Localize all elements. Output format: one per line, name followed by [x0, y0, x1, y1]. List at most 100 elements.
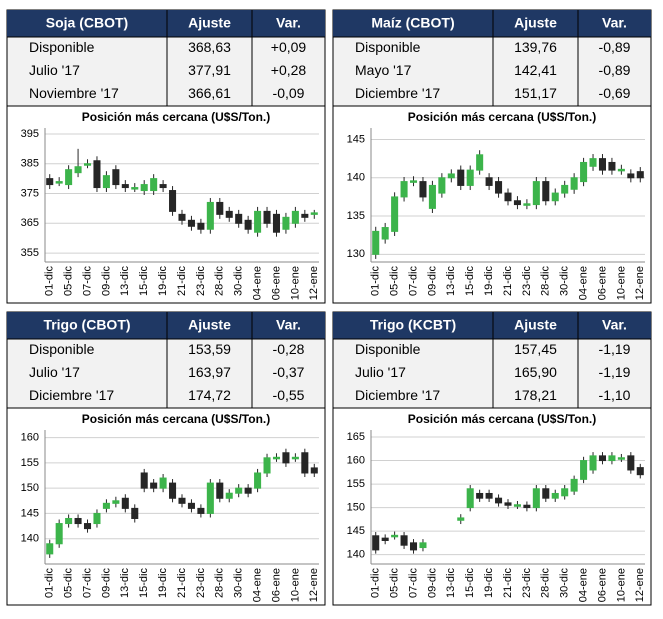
panel: Maíz (CBOT) Ajuste Var. Disponible 139,76 -0,…: [332, 9, 652, 304]
candle-body: [197, 222, 205, 230]
candle-body: [225, 210, 233, 218]
table-cell: -0,28: [273, 341, 305, 357]
header-cell: Var.: [276, 15, 301, 31]
table-cell: -1,19: [599, 364, 631, 380]
x-tick-label: 12-ene: [308, 266, 320, 300]
table-cell: -0,69: [599, 85, 631, 101]
x-tick-label: 21-dic: [176, 266, 188, 296]
candle-body: [112, 500, 120, 504]
x-tick-label: 15-dic: [464, 568, 476, 598]
x-tick-label: 23-dic: [521, 266, 533, 296]
x-tick-label: 01-dic: [370, 568, 382, 598]
x-tick-label: 10-ene: [289, 568, 301, 602]
candle-body: [55, 523, 63, 545]
candle-body: [447, 173, 455, 179]
x-tick-label: 28-dic: [540, 568, 552, 598]
candle-body: [291, 210, 299, 224]
candle-body: [495, 497, 503, 504]
y-tick-label: 150: [21, 482, 39, 494]
table-cell: -0,89: [599, 62, 631, 78]
table-cell: Disponible: [355, 39, 421, 55]
candle-body: [65, 517, 73, 525]
candle-body: [495, 181, 503, 194]
x-tick-label: 04-ene: [251, 266, 263, 300]
table-cell: Julio '17: [29, 364, 80, 380]
table-header: [333, 312, 651, 339]
table-cell: 153,59: [188, 341, 231, 357]
x-tick-label: 21-dic: [502, 266, 514, 296]
x-tick-label: 05-dic: [389, 568, 401, 598]
candle-body: [419, 181, 427, 198]
candle-body: [216, 201, 224, 215]
header-cell: Ajuste: [188, 317, 231, 333]
header-cell: Var.: [602, 15, 627, 31]
candle-body: [310, 212, 318, 215]
candle-body: [225, 492, 233, 499]
x-tick-label: 30-dic: [559, 266, 571, 296]
candle-body: [617, 457, 625, 460]
x-tick-label: 05-dic: [63, 568, 75, 598]
candle-body: [608, 161, 616, 171]
candle-body: [169, 482, 177, 499]
header-cell: Var.: [276, 317, 301, 333]
candle-body: [428, 184, 436, 209]
candle-body: [206, 482, 214, 514]
candle-body: [112, 169, 120, 186]
y-tick-label: 145: [347, 525, 365, 537]
candle-body: [46, 543, 54, 555]
table-cell: -0,55: [273, 387, 305, 403]
y-tick-label: 155: [21, 457, 39, 469]
x-tick-label: 13-dic: [445, 568, 457, 598]
candle-body: [551, 492, 559, 499]
chart-title: Posición más cercana (U$S/Ton.): [408, 412, 597, 426]
candle-body: [598, 455, 607, 462]
candle-body: [438, 177, 446, 194]
candle-body: [485, 177, 493, 186]
header-cell: Trigo (KCBT): [370, 317, 456, 333]
table-header: [333, 10, 651, 37]
y-tick-label: 140: [21, 533, 39, 545]
table-header: [7, 10, 325, 37]
x-tick-label: 23-dic: [195, 568, 207, 598]
candle-body: [150, 178, 158, 192]
candle-body: [617, 168, 625, 172]
candle-body: [55, 181, 63, 184]
x-tick-label: 19-dic: [483, 568, 495, 598]
candle-body: [169, 190, 177, 212]
candle-body: [466, 169, 474, 186]
x-tick-label: 28-dic: [214, 568, 226, 598]
y-tick-label: 365: [21, 217, 39, 229]
candle-body: [150, 482, 158, 489]
table-cell: -1,10: [599, 387, 631, 403]
table-body: [332, 338, 652, 409]
candle-body: [400, 181, 408, 198]
header-cell: Ajuste: [514, 317, 557, 333]
candle-body: [301, 213, 309, 218]
x-tick-label: 05-dic: [63, 266, 75, 296]
candle-body: [400, 535, 408, 546]
x-tick-label: 19-dic: [483, 266, 495, 296]
y-tick-label: 165: [347, 431, 365, 443]
x-tick-label: 13-dic: [445, 266, 457, 296]
candle-body: [301, 452, 309, 474]
candle-body: [310, 467, 318, 474]
header-cell: Soja (CBOT): [46, 15, 128, 31]
candle-body: [263, 457, 271, 474]
candle-body: [74, 517, 82, 525]
x-tick-label: 07-dic: [407, 568, 419, 598]
candle-body: [561, 184, 569, 194]
x-tick-label: 06-ene: [596, 568, 608, 602]
panel: Trigo (KCBT) Ajuste Var. Disponible 157,45 -1…: [332, 311, 652, 606]
candle-body: [608, 455, 616, 462]
candle-body: [121, 497, 129, 509]
candle-body: [542, 488, 550, 499]
table-cell: 142,41: [514, 62, 557, 78]
y-tick-label: 160: [347, 454, 365, 466]
candle-body: [131, 507, 139, 519]
candle-body: [419, 542, 427, 549]
x-tick-label: 19-dic: [157, 266, 169, 296]
y-tick-label: 145: [347, 133, 365, 145]
table-cell: Disponible: [29, 341, 95, 357]
x-tick-label: 30-dic: [233, 266, 245, 296]
